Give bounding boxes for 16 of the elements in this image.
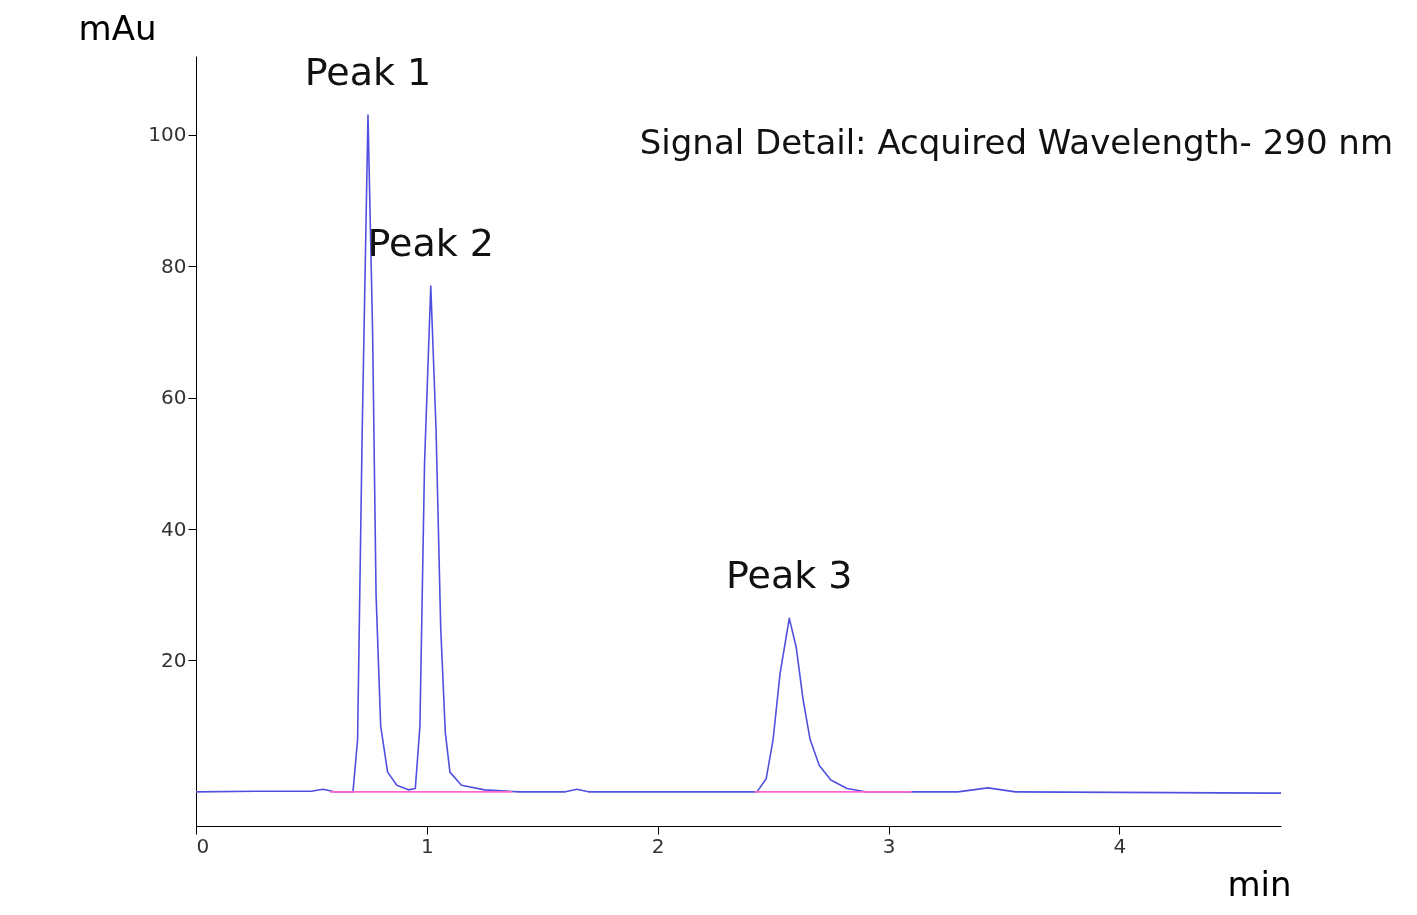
y-tick-label: 100 <box>148 122 187 147</box>
annotation: Peak 3 <box>726 553 853 598</box>
x-tick-label: 0 <box>196 833 210 858</box>
y-tick-label: 20 <box>161 647 187 672</box>
x-tick-label: 4 <box>1113 833 1127 858</box>
y-axis-title: mAu <box>78 7 157 48</box>
y-tick-label: 60 <box>161 385 187 410</box>
x-tick-label: 1 <box>420 833 434 858</box>
x-tick-label: 3 <box>882 833 896 858</box>
annotation: Peak 2 <box>367 220 495 265</box>
y-tick-label: 40 <box>161 516 187 541</box>
x-axis-title: min <box>1227 863 1292 904</box>
annotation: Peak 1 <box>304 50 432 95</box>
annotation: Signal Detail: Acquired Wavelength- 290 nm <box>639 122 1393 162</box>
x-tick-label: 2 <box>651 833 665 858</box>
y-tick-label: 80 <box>161 253 187 278</box>
